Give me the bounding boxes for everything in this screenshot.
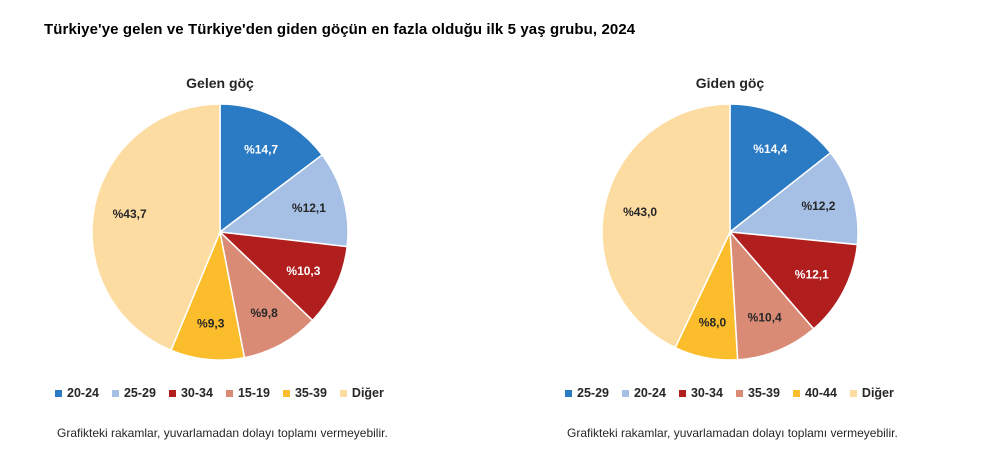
chart-title-outgoing: Giden göç: [696, 75, 765, 91]
legend-item: 30-34: [678, 386, 723, 400]
legend-swatch: [339, 389, 347, 397]
legend-label: Diğer: [351, 386, 384, 400]
pie-chart-incoming: Gelen göç %14,7 %12,1 %10,3 %9,8 %9,3 %43,7: [91, 75, 349, 361]
legend-swatch: [735, 389, 743, 397]
chart-title-incoming: Gelen göç: [186, 75, 254, 91]
chart-panel-outgoing: Giden göç %14,4 %12,2 %12,1 %10,4 %8,0 %43,0 2…: [510, 60, 950, 450]
legend-swatch: [565, 389, 572, 397]
slice-data-label: %10,4: [748, 310, 782, 324]
slice-data-label: %8,0: [699, 315, 727, 329]
pie-slice-35-39: [729, 229, 815, 361]
legend-item: 25-29: [565, 386, 609, 400]
legend-item: 30-34: [168, 386, 213, 400]
legend-label: 25-29: [577, 386, 609, 400]
slice-data-label: %12,1: [292, 201, 326, 215]
legend-item: 15-19: [225, 386, 270, 400]
page-title: Türkiye'ye gelen ve Türkiye'den giden gö…: [44, 21, 636, 38]
legend-item: Diğer: [339, 386, 384, 400]
slice-data-label: %14,4: [753, 142, 787, 156]
legend-item: 20-24: [621, 386, 666, 400]
legend-swatch: [225, 389, 233, 397]
slice-data-label: %10,3: [286, 264, 320, 278]
legend-label: 35-39: [747, 386, 780, 400]
pie-slice-25-29: [729, 103, 832, 234]
pie-slice-20-24: [728, 151, 859, 246]
legend-item: 35-39: [282, 386, 327, 400]
legend-label: 30-34: [690, 386, 723, 400]
legend-swatch: [55, 389, 62, 397]
legend-item: Diğer: [849, 386, 894, 400]
legend-item: 40-44: [792, 386, 837, 400]
chart-panel-incoming: Gelen göç %14,7 %12,1 %10,3 %9,8 %9,3 %43,7 20…: [0, 60, 440, 450]
slice-data-label: %43,7: [113, 207, 147, 221]
legend-item: 35-39: [735, 386, 780, 400]
legend-label: 35-39: [294, 386, 327, 400]
slice-data-label: %43,0: [623, 205, 657, 219]
legend-swatch: [282, 389, 290, 397]
slice-data-label: %12,2: [801, 199, 835, 213]
slice-data-label: %12,1: [795, 267, 829, 281]
slice-data-label: %9,8: [251, 306, 279, 320]
legend-swatch: [849, 389, 857, 397]
legend-label: 25-29: [123, 386, 156, 400]
pie-slice-30-34: [217, 230, 348, 322]
legend-label: 20-24: [633, 386, 666, 400]
legend-outgoing: 25-29 20-24 30-34 35-39 40-44 Diğer: [565, 386, 907, 400]
slice-data-label: %14,7: [244, 143, 278, 157]
legend-item: 20-24: [55, 386, 99, 400]
pie-slice-diğer: [91, 103, 221, 352]
pie-slice-15-19: [218, 229, 314, 359]
legend-swatch: [111, 389, 119, 397]
pie-slice-30-34: [728, 231, 859, 330]
pie-slice-diğer: [601, 103, 731, 349]
pie-slice-25-29: [218, 153, 349, 248]
pie-slice-20-24: [219, 103, 324, 234]
legend-swatch: [792, 389, 800, 397]
slice-data-label: %9,3: [197, 317, 225, 331]
pie-chart-outgoing: Giden göç %14,4 %12,2 %12,1 %10,4 %8,0 %43,0: [601, 75, 859, 361]
legend-label: 20-24: [67, 386, 99, 400]
legend-swatch: [678, 389, 686, 397]
footnote-incoming: Grafikteki rakamlar, yuvarlamadan dolayı…: [57, 426, 388, 440]
legend-incoming: 20-24 25-29 30-34 15-19 35-39 Diğer: [55, 386, 397, 400]
legend-item: 25-29: [111, 386, 156, 400]
legend-label: 30-34: [180, 386, 213, 400]
legend-label: 40-44: [804, 386, 837, 400]
legend-label: 15-19: [237, 386, 270, 400]
legend-label: Diğer: [861, 386, 894, 400]
legend-swatch: [168, 389, 176, 397]
footnote-outgoing: Grafikteki rakamlar, yuvarlamadan dolayı…: [567, 426, 898, 440]
legend-swatch: [621, 389, 629, 397]
